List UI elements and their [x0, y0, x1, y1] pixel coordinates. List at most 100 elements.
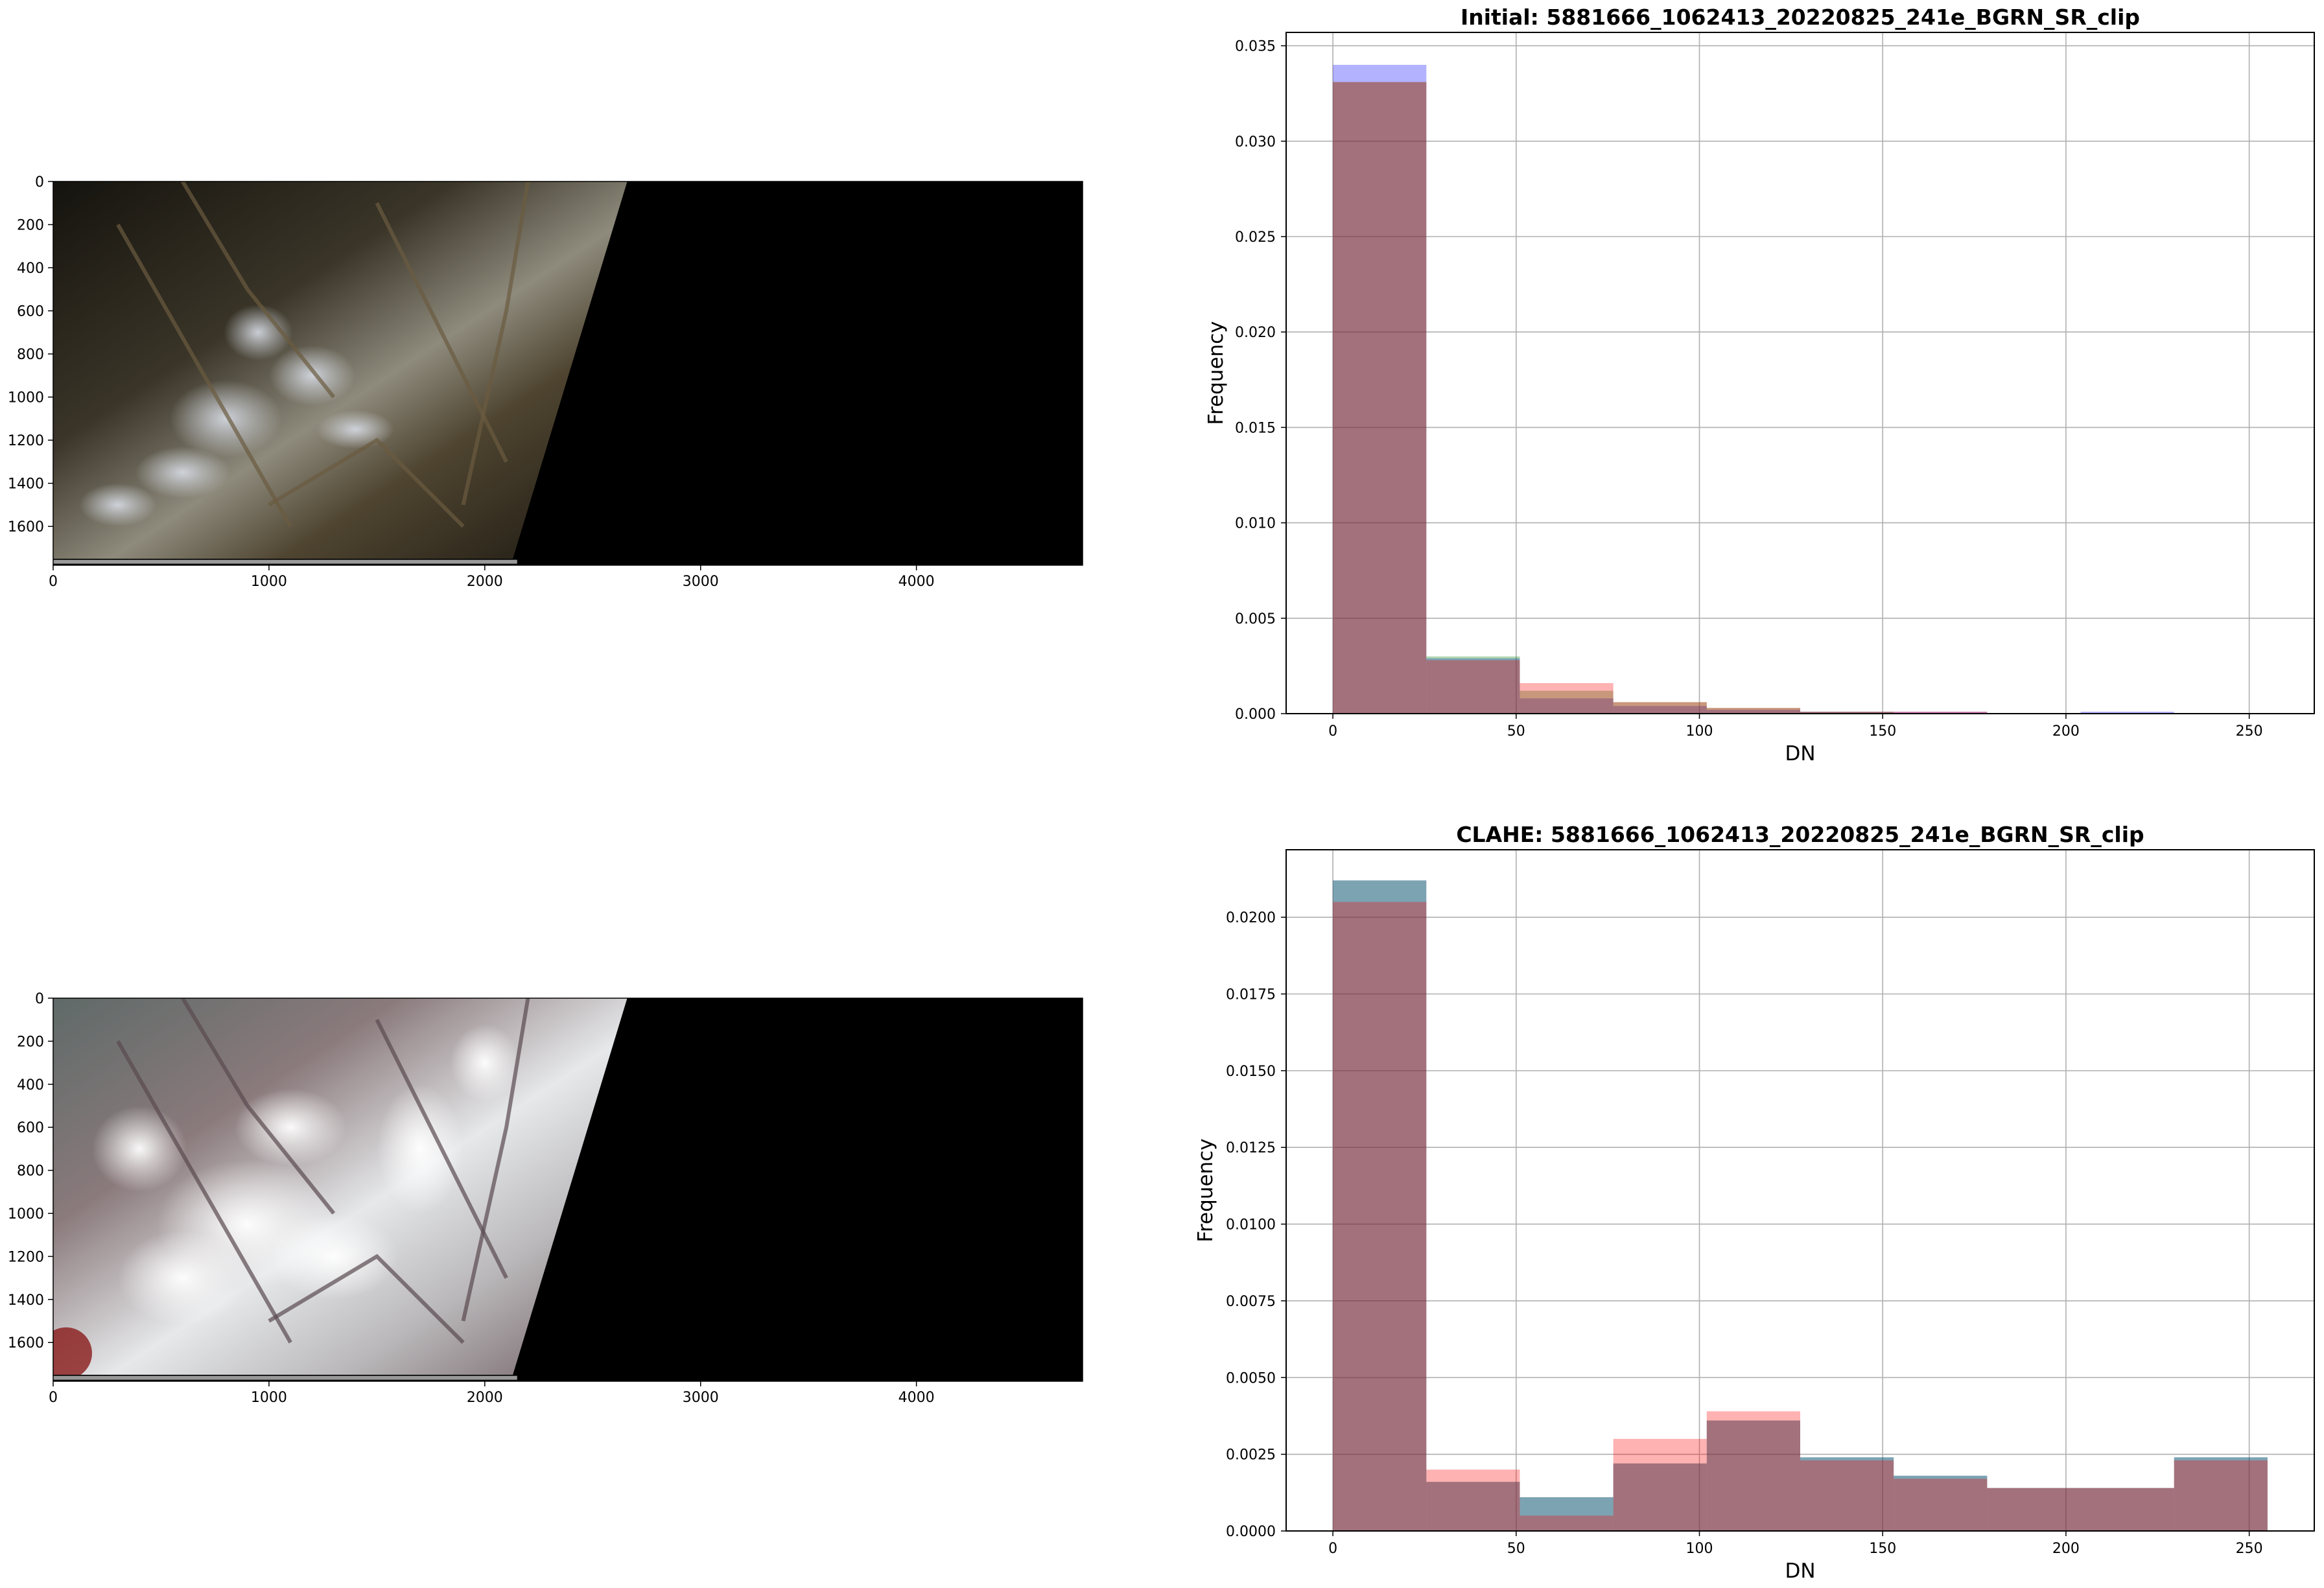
y-axis-label: Frequency: [1204, 321, 1228, 425]
histogram-bar: [1333, 902, 1427, 1531]
histogram-bar: [2080, 712, 2174, 714]
histogram-bar: [1426, 660, 1520, 714]
snow-patch: [268, 1213, 399, 1300]
x-tick-label: 200: [2052, 1541, 2080, 1557]
histogram-bar: [1706, 708, 1800, 714]
y-tick-label: 1200: [8, 1249, 44, 1265]
ridge-line: [461, 181, 530, 506]
y-tick-label: 0.0050: [1226, 1370, 1276, 1386]
histogram-bar: [1894, 1478, 1988, 1531]
y-tick-label: 0.010: [1235, 516, 1276, 532]
histogram-panel-4: 0 50 100 150 200 250 0.0000 0.0025 0.0050 0.0075 0…: [1194, 822, 2315, 1583]
histogram-bar: [1426, 658, 1520, 714]
histogram-bar: [1520, 698, 1614, 714]
y-tick-label: 0.025: [1235, 229, 1276, 246]
chart-title: Initial: 5881666_1062413_20220825_241e_B…: [1461, 5, 2140, 30]
histogram-bar: [1800, 712, 1894, 714]
histogram-bar: [2174, 1460, 2268, 1531]
histogram-bar: [1520, 1497, 1614, 1531]
y-tick-label: 1600: [8, 1335, 44, 1351]
x-tick-label: 1000: [251, 1390, 287, 1406]
histogram-bar: [1800, 1460, 1894, 1531]
axes-frame: [1285, 849, 2315, 1532]
histogram-bar: [1613, 706, 1707, 714]
y-tick-label: 0.015: [1235, 420, 1276, 436]
snow-patch: [234, 1088, 347, 1166]
histogram-bar: [1426, 656, 1520, 714]
series-0: [1333, 880, 2268, 1531]
histogram-bar: [2174, 1457, 2268, 1531]
snow-patch: [91, 1106, 187, 1192]
series-0: [1333, 65, 2174, 714]
histogram-bar: [1333, 880, 1427, 1531]
y-tick-label: 0.005: [1235, 611, 1276, 627]
y-tick-label: 0.0025: [1226, 1447, 1276, 1464]
series-2: [1333, 902, 2268, 1531]
snow-patch: [117, 1230, 248, 1325]
snow-patch: [78, 483, 157, 527]
image-frame: [53, 181, 1083, 566]
histogram-bar: [1426, 1482, 1520, 1531]
x-tick-label: 50: [1507, 723, 1525, 740]
y-tick-label: 0.0075: [1226, 1294, 1276, 1310]
x-tick-label: 200: [2052, 723, 2080, 740]
x-tick-label: 0: [1328, 723, 1337, 740]
y-tick-label: 600: [17, 304, 44, 320]
histogram-bar: [1800, 1457, 1894, 1531]
histogram-bar: [2080, 1488, 2174, 1531]
histogram-bar: [1426, 1469, 1520, 1531]
x-tick-label: 2000: [467, 1390, 503, 1406]
y-tick-label: 0.0150: [1226, 1064, 1276, 1080]
y-tick-label: 1000: [8, 1206, 44, 1222]
histogram-bar: [1706, 710, 1800, 714]
histogram-bar: [1613, 702, 1707, 714]
red-patch: [53, 1327, 92, 1375]
y-tick-label: 0.0175: [1226, 987, 1276, 1003]
histogram-bar: [1706, 1420, 1800, 1531]
histogram-bar: [1706, 708, 1800, 714]
histogram-bar: [1520, 1515, 1614, 1531]
y-tick-label: 800: [17, 1163, 44, 1180]
series-1: [1333, 82, 1894, 714]
histogram-bar: [2174, 1457, 2268, 1531]
y-tick-label: 1600: [8, 519, 44, 535]
y-tick-label: 0.0000: [1226, 1524, 1276, 1540]
x-tick-label: 100: [1686, 723, 1713, 740]
y-tick-label: 0: [35, 174, 44, 191]
ridge-line: [375, 1018, 508, 1279]
y-tick-label: 400: [17, 1077, 44, 1093]
histogram-bar: [1613, 1463, 1707, 1531]
snow-patch: [169, 379, 282, 458]
y-tick-label: 0.0100: [1226, 1217, 1276, 1233]
y-tick-label: 200: [17, 218, 44, 234]
y-axis-label: Frequency: [1194, 1138, 1217, 1242]
y-tick-label: 1400: [8, 1292, 44, 1309]
ridge-line: [268, 1254, 465, 1344]
ridge-line: [268, 438, 465, 528]
x-tick-label: 150: [1869, 723, 1896, 740]
image-panel-1: 0 1000 2000 3000 4000 0 200 400 600 800 1000 1200 14…: [8, 174, 1083, 590]
y-tick-label: 0.030: [1235, 134, 1276, 150]
x-tick-label: 50: [1507, 1541, 1525, 1557]
y-tick-label: 200: [17, 1034, 44, 1050]
histogram-bar: [1894, 1475, 1988, 1531]
x-axis-label: DN: [1785, 1559, 1815, 1583]
ridge-line: [461, 998, 530, 1322]
series-1: [1333, 880, 2268, 1531]
x-tick-label: 1000: [251, 574, 287, 590]
snow-patch: [224, 304, 293, 361]
axes-frame: [1285, 32, 2315, 714]
ridge-line: [375, 202, 508, 463]
histogram-bar: [1987, 1488, 2081, 1531]
y-tick-label: 0.020: [1235, 325, 1276, 341]
scene-texture: [78, 181, 530, 528]
x-tick-label: 0: [1328, 1541, 1337, 1557]
histogram-bar: [1520, 683, 1614, 714]
x-tick-label: 250: [2236, 1541, 2263, 1557]
histogram-bar: [1613, 1463, 1707, 1531]
histogram-panel-2: 0 50 100 150 200 250 0.000 0.005 0.010 0.015 0.020…: [1204, 5, 2315, 765]
histogram-bar: [1800, 712, 1894, 714]
y-tick-label: 0.000: [1235, 706, 1276, 723]
x-tick-label: 2000: [467, 574, 503, 590]
histogram-bar: [1333, 880, 1427, 1531]
